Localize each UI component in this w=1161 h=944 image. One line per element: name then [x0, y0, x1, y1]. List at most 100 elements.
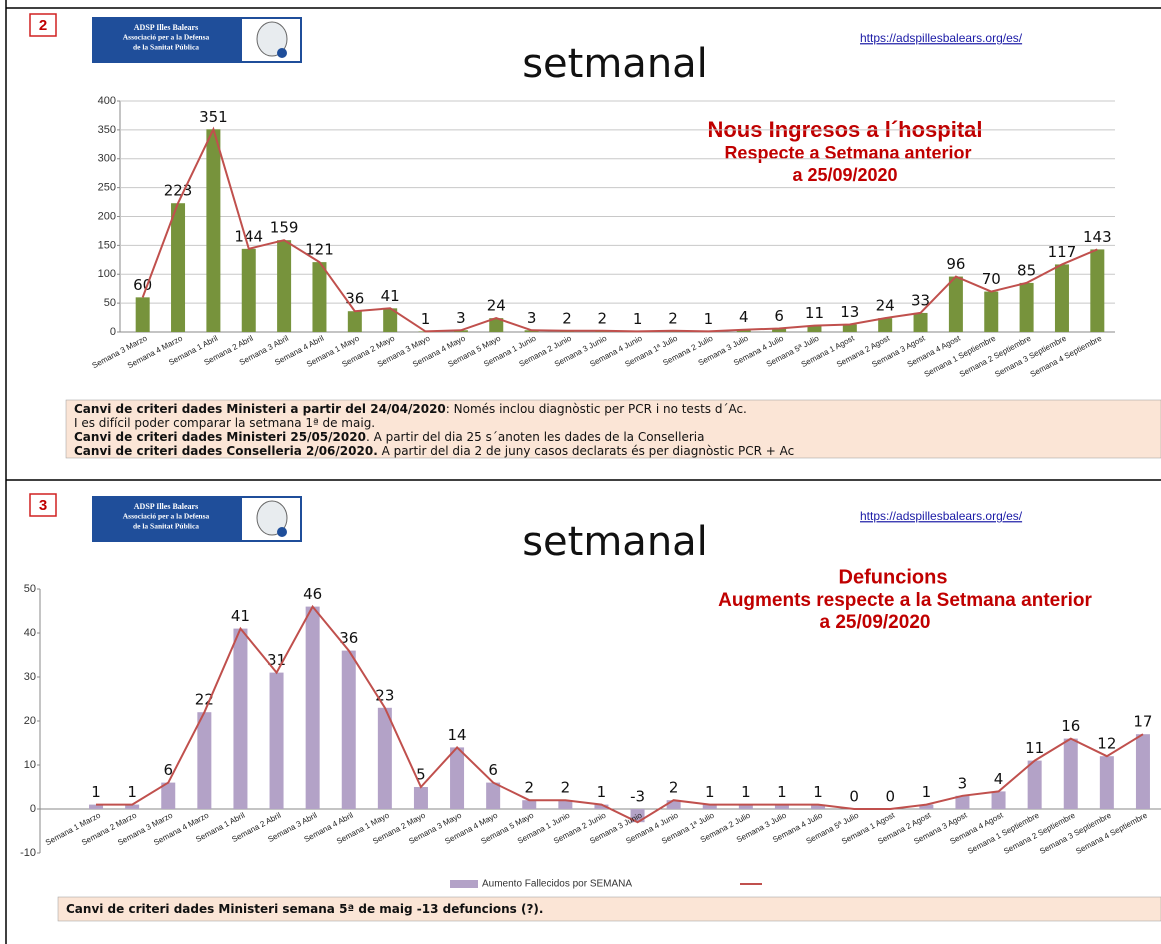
bar — [125, 804, 140, 809]
bar — [1063, 738, 1078, 809]
bar — [241, 248, 256, 332]
note: I es difícil poder comparar la setmana 1… — [74, 416, 375, 430]
note-text: : Només inclou diagnòstic per PCR i no t… — [446, 402, 747, 416]
data-label: 24 — [876, 297, 895, 315]
bar — [594, 804, 609, 809]
data-label: 24 — [487, 297, 506, 315]
chart-subtitle: Augments respecte a la Setmana anterior — [718, 590, 1092, 611]
data-label: 1 — [91, 783, 101, 801]
data-label: 121 — [305, 241, 334, 259]
data-label: 16 — [1061, 717, 1080, 735]
data-label: 13 — [840, 303, 859, 321]
bar — [383, 308, 398, 332]
bar — [489, 318, 504, 332]
data-label: 6 — [488, 761, 498, 779]
bar — [347, 311, 362, 332]
y-tick-label: 200 — [98, 210, 116, 222]
data-label: 1 — [421, 310, 431, 328]
note: Canvi de criteri dades Ministeri 25/05/2… — [74, 430, 704, 444]
chart-subtitle: a 25/09/2020 — [820, 612, 931, 633]
logo-icon — [256, 21, 288, 57]
y-tick-label: 10 — [24, 759, 36, 771]
note-strong: Canvi de criteri dades Conselleria 2/06/… — [74, 444, 378, 458]
data-label: 2 — [561, 779, 571, 797]
bar — [738, 804, 753, 809]
y-tick-label: 400 — [98, 95, 116, 107]
logo-cross — [277, 48, 287, 58]
data-label: 11 — [1025, 739, 1044, 757]
data-label: 11 — [805, 304, 824, 322]
data-label: 1 — [777, 783, 787, 801]
chart-title: Nous Ingresos a l´hospital — [707, 117, 982, 142]
bar — [772, 328, 787, 332]
panel-number-box — [29, 493, 57, 517]
bar — [630, 809, 645, 823]
data-label: 36 — [345, 290, 364, 308]
data-label: 159 — [270, 219, 299, 237]
bar — [233, 628, 248, 809]
bar — [486, 782, 501, 809]
bar — [305, 606, 320, 809]
bar — [1135, 734, 1150, 809]
y-tick-label: 50 — [24, 583, 36, 595]
y-tick-label: 40 — [24, 627, 36, 639]
bar — [197, 712, 212, 809]
logo-text: de la Sanitat Pública — [133, 522, 199, 531]
notes-box — [57, 896, 1161, 922]
bar — [878, 318, 893, 332]
bar — [1019, 282, 1034, 332]
data-label: 4 — [994, 770, 1004, 788]
bar — [913, 312, 928, 332]
data-label: 1 — [705, 783, 715, 801]
data-label: 1 — [922, 783, 932, 801]
data-label: 14 — [448, 726, 467, 744]
data-label: 351 — [199, 108, 228, 126]
logo-cross — [277, 527, 287, 537]
y-tick-label: 350 — [98, 124, 116, 136]
data-label: 6 — [774, 307, 784, 325]
y-tick-label: 50 — [104, 297, 116, 309]
data-label: 3 — [958, 774, 968, 792]
bar — [377, 707, 392, 809]
data-label: 60 — [133, 276, 152, 294]
bar — [206, 129, 221, 332]
data-label: 17 — [1133, 713, 1152, 731]
logo-text: Associació per a la Defensa — [123, 512, 210, 521]
note-text: . A partir del dia 25 s´anoten les dades… — [366, 430, 705, 444]
bar — [135, 297, 150, 332]
note-text: I es difícil poder comparar la setmana 1… — [74, 416, 375, 430]
bar — [1054, 264, 1069, 332]
data-label: -3 — [630, 788, 645, 806]
data-label: 4 — [739, 308, 749, 326]
data-label: 12 — [1097, 735, 1116, 753]
data-label: 2 — [598, 309, 608, 327]
data-label: 85 — [1017, 261, 1036, 279]
bar — [955, 795, 970, 809]
data-label: 117 — [1048, 243, 1077, 261]
url-link: https://adspillesbalears.org/es/ — [860, 509, 1023, 523]
bar — [413, 787, 428, 809]
url-link: https://adspillesbalears.org/es/ — [860, 31, 1023, 45]
panel-number-box — [29, 13, 57, 37]
bar — [312, 262, 327, 332]
data-label: 5 — [416, 766, 426, 784]
bar — [666, 800, 681, 809]
logo-text: ADSP Illes Balears — [134, 23, 198, 32]
line — [96, 604, 1144, 824]
bar — [89, 804, 104, 809]
note-strong: Canvi de criteri dades Ministeri 25/05/2… — [74, 430, 366, 444]
bar — [807, 325, 822, 332]
bar — [984, 291, 999, 332]
legend-label: Aumento Fallecidos por SEMANA — [482, 879, 632, 890]
data-label: 36 — [339, 629, 358, 647]
data-label: 22 — [195, 691, 214, 709]
bar — [842, 324, 857, 332]
data-label: 2 — [524, 779, 534, 797]
chart-subtitle: Respecte a Setmana anterior — [724, 143, 971, 163]
data-label: 143 — [1083, 228, 1112, 246]
bar — [948, 276, 963, 332]
data-label: 0 — [849, 788, 859, 806]
bar — [558, 800, 573, 809]
y-tick-label: 300 — [98, 153, 116, 165]
data-label: 1 — [741, 783, 751, 801]
